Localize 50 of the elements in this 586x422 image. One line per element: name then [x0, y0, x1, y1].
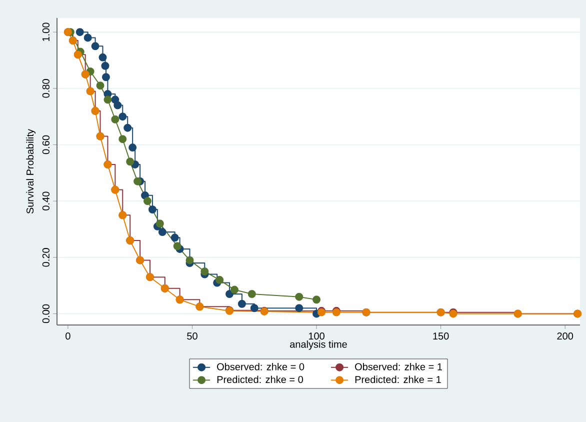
point: [173, 242, 182, 250]
point: [96, 82, 104, 90]
point: [118, 135, 127, 144]
point: [91, 42, 100, 50]
point: [98, 53, 107, 62]
x-tick-label: 200: [557, 332, 574, 340]
point: [102, 73, 110, 82]
point: [84, 34, 92, 42]
point: [295, 304, 304, 312]
point: [124, 124, 132, 132]
x-tick-label: 0: [66, 332, 70, 340]
point: [238, 300, 246, 308]
x-tick-label: 50: [187, 332, 198, 340]
point: [156, 220, 164, 228]
point: [170, 234, 179, 242]
legend-label: Observed: zhke = 1: [355, 362, 442, 370]
point: [104, 96, 112, 104]
point: [230, 286, 238, 294]
point: [200, 267, 209, 276]
point: [250, 304, 258, 312]
x-axis-title: analysis time: [290, 340, 347, 350]
y-axis-title: Survival Probability: [26, 129, 36, 214]
point: [148, 206, 156, 214]
y-tick-label: 0.40: [42, 192, 50, 210]
x-tick-label: 100: [308, 332, 324, 340]
point: [111, 115, 120, 124]
point: [114, 101, 122, 110]
point: [134, 177, 142, 186]
point: [143, 197, 152, 206]
point: [216, 276, 224, 284]
y-tick-label: 1.00: [42, 22, 50, 42]
y-tick-label: 0.00: [42, 304, 50, 324]
legend-label: Observed: zhke = 0: [217, 362, 304, 370]
point: [101, 62, 110, 70]
point: [312, 296, 321, 304]
point: [126, 158, 134, 166]
point: [248, 290, 256, 298]
point: [295, 292, 304, 301]
y-tick-label: 0.20: [42, 248, 50, 267]
point: [186, 256, 194, 264]
x-tick-label: 150: [433, 332, 449, 340]
point: [158, 228, 166, 236]
y-tick-label: 0.80: [42, 79, 50, 98]
y-tick-label: 0.60: [42, 135, 50, 154]
point: [226, 290, 234, 298]
point: [118, 112, 127, 121]
point: [76, 28, 84, 36]
legend-label: Predicted: zhke = 0: [217, 376, 303, 384]
point: [128, 144, 137, 152]
legend-label: Predicted: zhke = 1: [355, 376, 441, 384]
